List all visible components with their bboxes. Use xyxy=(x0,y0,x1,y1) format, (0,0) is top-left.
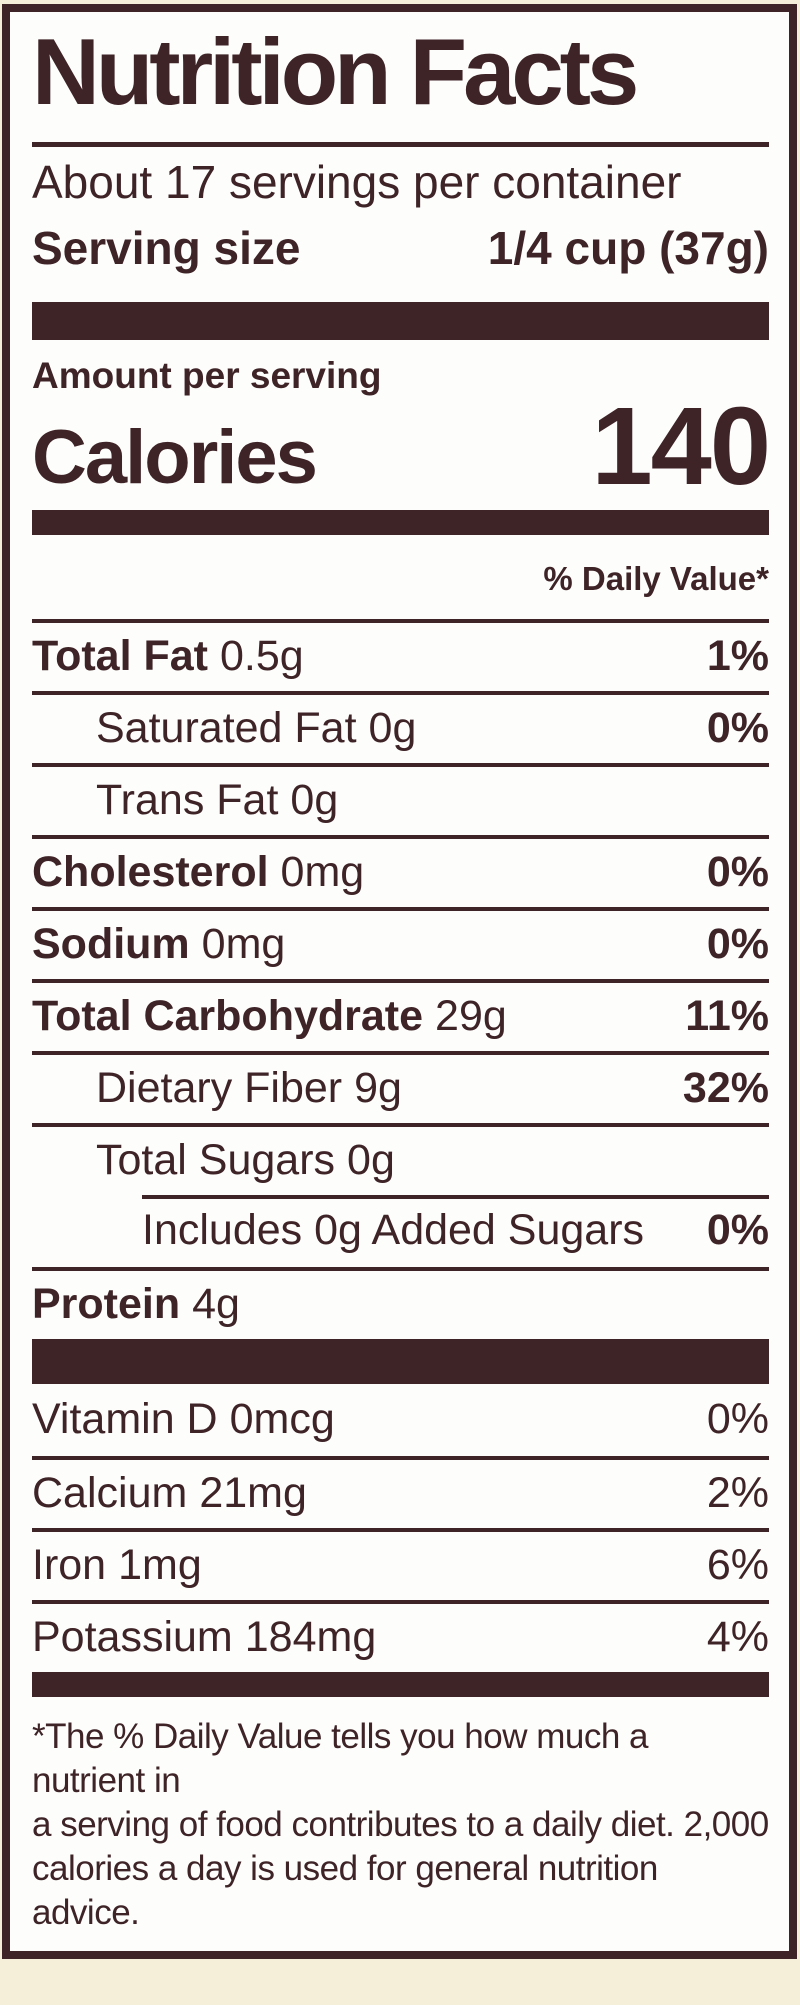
calories-label: Calories xyxy=(32,414,318,500)
title-divider xyxy=(32,141,769,147)
vitamin-name: Calcium xyxy=(32,1469,188,1518)
calories-row: Calories 140 xyxy=(32,384,771,508)
vitamin-row-iron: Iron 1mg 6% xyxy=(32,1527,769,1600)
nutrient-row-dietary-fiber: Dietary Fiber 9g 32% xyxy=(32,1050,769,1123)
vitamin-dv: 4% xyxy=(706,1613,769,1662)
amount-per-serving-label: Amount per serving xyxy=(32,355,382,397)
vitamin-row-potassium: Potassium 184mg 4% xyxy=(32,1599,769,1672)
ingredient-line: INGREDIENT: Whole Grain Organic xyxy=(7,2001,800,2005)
vitamin-row-vitamin-d: Vitamin D 0mcg 0% xyxy=(32,1384,769,1456)
nutrient-amount: 0mg xyxy=(201,920,286,969)
nutrient-name: Dietary Fiber xyxy=(96,1064,343,1113)
calories-value: 140 xyxy=(591,384,771,508)
thick-divider-bar xyxy=(32,1338,769,1384)
nutrient-amount: 0g xyxy=(347,1136,395,1185)
servings-per-container: About 17 servings per container xyxy=(32,155,682,208)
medium-divider-bar xyxy=(32,509,769,535)
nutrient-amount: 0g xyxy=(368,704,417,753)
vitamin-dv: 2% xyxy=(706,1469,769,1518)
nutrient-dv: 0% xyxy=(706,704,769,753)
nutrient-name: Total Fat xyxy=(32,632,208,681)
serving-size-row: Serving size 1/4 cup (37g) xyxy=(32,223,769,274)
vitamin-amount: 21mg xyxy=(199,1469,307,1518)
vitamin-dv: 0% xyxy=(706,1395,769,1444)
ingredient-statement: INGREDIENT: Whole Grain Organic Buckwhea… xyxy=(7,2001,800,2005)
vitamin-amount: 0mcg xyxy=(229,1395,335,1444)
nutrition-facts-label: Nutrition Facts About 17 servings per co… xyxy=(2,4,797,1960)
nutrient-name: Sodium xyxy=(32,920,190,969)
nutrient-dv: 11% xyxy=(685,992,769,1041)
thick-divider-bar xyxy=(32,1671,769,1697)
nutrient-dv: 32% xyxy=(682,1064,769,1113)
footnote-line: a serving of food contributes to a daily… xyxy=(32,1805,769,1845)
nutrient-amount: 0mg xyxy=(280,848,365,897)
vitamin-row-calcium: Calcium 21mg 2% xyxy=(32,1455,769,1528)
vitamin-amount: 184mg xyxy=(244,1613,377,1662)
footnote-line: calories a day is used for general nutri… xyxy=(32,1849,658,1933)
vitamin-name: Vitamin D xyxy=(32,1395,218,1444)
daily-value-footnote: *The % Daily Value tells you how much a … xyxy=(32,1715,769,1935)
nutrient-name: Total Carbohydrate xyxy=(32,992,424,1041)
nutrient-dv: 0% xyxy=(706,848,769,897)
nutrient-row-sodium: Sodium 0mg 0% xyxy=(32,906,769,979)
footnote-line: *The % Daily Value tells you how much a … xyxy=(32,1716,649,1800)
nutrient-name: Cholesterol xyxy=(32,848,269,897)
nutrient-amount: 4g xyxy=(192,1280,240,1329)
daily-value-header: % Daily Value* xyxy=(543,559,769,597)
nutrient-amount: 0g xyxy=(290,776,339,825)
nutrient-amount: 9g xyxy=(354,1064,402,1113)
nutrient-row-cholesterol: Cholesterol 0mg 0% xyxy=(32,834,769,907)
nutrient-dv: 0% xyxy=(706,1206,769,1255)
nutrient-dv: 1% xyxy=(706,632,769,681)
vitamin-amount: 1mg xyxy=(118,1541,202,1590)
nutrient-name: Saturated Fat xyxy=(96,704,357,753)
vitamin-name: Potassium xyxy=(32,1613,233,1662)
nutrient-row-protein: Protein 4g xyxy=(32,1266,769,1339)
nutrient-row-total-sugars: Total Sugars 0g xyxy=(32,1122,769,1195)
vitamin-dv: 6% xyxy=(706,1541,769,1590)
nutrient-name: Trans Fat xyxy=(96,776,279,825)
nutrient-row-total-fat: Total Fat 0.5g 1% xyxy=(32,618,769,691)
nutrient-row-saturated-fat: Saturated Fat 0g 0% xyxy=(32,690,769,763)
nutrient-row-trans-fat: Trans Fat 0g xyxy=(32,762,769,835)
label-title: Nutrition Facts xyxy=(32,19,639,124)
thick-divider-bar xyxy=(32,302,769,341)
nutrient-name: Includes 0g Added Sugars xyxy=(142,1206,645,1255)
nutrient-row-added-sugars: Includes 0g Added Sugars 0% xyxy=(32,1194,769,1267)
nutrient-dv: 0% xyxy=(706,920,769,969)
nutrient-amount: 29g xyxy=(435,992,507,1041)
nutrient-amount: 0.5g xyxy=(219,632,304,681)
serving-size-value: 1/4 cup (37g) xyxy=(487,222,769,275)
nutrient-name: Total Sugars xyxy=(96,1136,336,1185)
nutrient-name: Protein xyxy=(32,1280,181,1329)
serving-size-label: Serving size xyxy=(32,222,301,275)
vitamin-name: Iron xyxy=(32,1541,107,1590)
nutrient-row-total-carbohydrate: Total Carbohydrate 29g 11% xyxy=(32,978,769,1051)
